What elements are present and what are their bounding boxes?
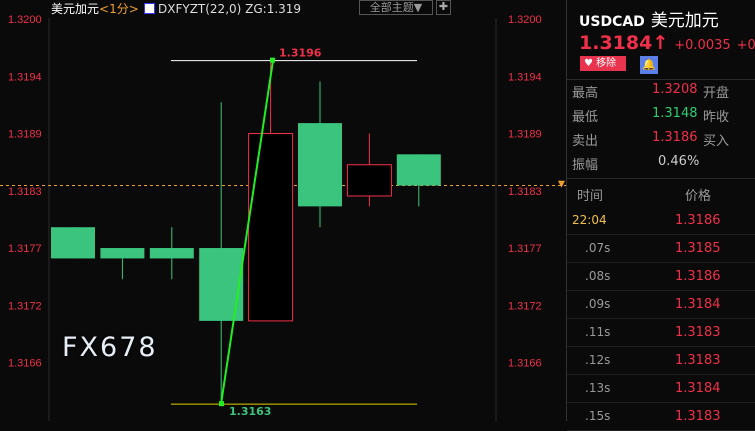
chart-canvas[interactable]: 1.3200 1.3200 1.3194 1.3194 1.3189 1.3189 1.31… (0, 0, 566, 421)
change: +0.0035 (674, 38, 731, 53)
tick-time: .12s (585, 353, 611, 367)
high-label: 1.3196 (279, 47, 322, 60)
candle-body (396, 154, 441, 186)
stat-value: 1.3186 (652, 130, 698, 145)
candle-body (346, 164, 392, 197)
tick-time: 22:04 (572, 213, 607, 227)
candlestick-chart[interactable]: 1.3200 1.3200 1.3194 1.3194 1.3189 1.3189 1.31… (0, 0, 566, 421)
crosshair-icon[interactable]: ✚ (436, 0, 451, 15)
tick-row: .07s 1.3185 (567, 235, 755, 263)
tick-row: .15s 1.3183 (567, 403, 755, 431)
bell-icon[interactable]: 🔔 (640, 56, 658, 74)
stat-value: 0.46% (658, 154, 700, 169)
y-tick-label-right: 1.3189 (508, 129, 542, 141)
period-selector[interactable]: <1分> (99, 2, 139, 16)
tick-row: 22:04 1.3186 (567, 207, 755, 235)
divider (567, 79, 755, 80)
up-arrow-icon: ↑ (652, 32, 669, 54)
y-tick-label-right: 1.3183 (508, 186, 542, 198)
tick-price: 1.3183 (675, 409, 721, 424)
price-header: 价格 (685, 189, 712, 204)
tick-time: .11s (585, 325, 611, 339)
last-price: 1.3184↑+0.0035+0.2 (579, 32, 755, 54)
tick-time: .09s (585, 297, 611, 311)
y-tick-label-right: 1.3172 (508, 300, 542, 312)
stat-label: 最高 (572, 86, 599, 101)
watermark-logo: FX678 (62, 332, 158, 363)
y-tick-label-right: 1.3200 (508, 14, 542, 26)
tick-row: .08s 1.3186 (567, 263, 755, 291)
stat-value: 1.3148 (652, 106, 698, 121)
candle-body (199, 248, 244, 321)
candle-body (100, 248, 145, 259)
stat-label-2: 开盘 (703, 86, 730, 101)
symbol: USDCAD 美元加元 (579, 11, 719, 31)
stat-label: 最低 (572, 110, 599, 125)
candle-body (298, 123, 342, 207)
divider (567, 178, 755, 179)
y-tick-label-left: 1.3194 (8, 71, 42, 83)
stat-label-2: 昨收 (703, 110, 730, 125)
indicator-label[interactable]: DXFYZT(22,0) ZG:1.319 (144, 1, 301, 17)
tick-row: .13s 1.3184 (567, 375, 755, 403)
time-header: 时间 (577, 189, 604, 204)
y-tick-label-right: 1.3166 (508, 358, 542, 370)
tick-price: 1.3184 (675, 381, 721, 396)
tick-time: .08s (585, 269, 611, 283)
heart-icon: ♥ (584, 58, 597, 69)
y-tick-label-right: 1.3194 (508, 71, 542, 83)
y-tick-label-left: 1.3172 (8, 300, 42, 312)
theme-dropdown[interactable]: 全部主题▼ (359, 0, 433, 15)
remove-favorite-button[interactable]: ♥ 移除 (580, 56, 626, 71)
tick-time: .07s (585, 241, 611, 255)
stat-row: 振幅 0.46% (572, 154, 699, 173)
last-price-marker-icon: ▼ (558, 180, 565, 190)
stat-label-2: 买入 (703, 134, 730, 149)
stat-row: 最低 1.3148 昨收 (572, 106, 729, 125)
y-tick-label-left: 1.3189 (8, 129, 42, 141)
stat-row: 卖出 1.3186 买入 (572, 130, 729, 149)
stat-label: 振幅 (572, 158, 599, 173)
chart-title: 美元加元<1分> (51, 2, 139, 16)
stat-label: 卖出 (572, 134, 599, 149)
zigzag-line (220, 60, 274, 405)
tick-time: .15s (585, 409, 611, 423)
tick-price: 1.3183 (675, 325, 721, 340)
zigzag-point (219, 401, 224, 407)
indicator-text: DXFYZT(22,0) ZG:1.319 (158, 2, 302, 16)
tick-row: .09s 1.3184 (567, 291, 755, 319)
candle-body (149, 248, 194, 259)
tick-price: 1.3186 (675, 213, 721, 228)
stat-value: 1.3208 (652, 82, 698, 97)
indicator-chart-icon (144, 3, 155, 14)
tick-row: .11s 1.3183 (567, 319, 755, 347)
tick-price: 1.3186 (675, 269, 721, 284)
change-pct: +0.2 (736, 38, 755, 53)
tick-time: .13s (585, 381, 611, 395)
y-tick-label-left: 1.3166 (8, 358, 42, 370)
tick-price: 1.3185 (675, 241, 721, 256)
tick-row: .12s 1.3183 (567, 347, 755, 375)
remove-label: 移除 (596, 58, 617, 69)
y-tick-label-left: 1.3177 (8, 243, 42, 255)
y-tick-label-right: 1.3177 (508, 243, 542, 255)
tick-price: 1.3183 (675, 353, 721, 368)
zigzag-point (270, 57, 275, 63)
low-label: 1.3163 (229, 405, 271, 418)
tick-price: 1.3184 (675, 297, 721, 312)
candle-body (51, 227, 95, 259)
y-tick-label-left: 1.3183 (8, 186, 42, 198)
y-tick-label-left: 1.3200 (8, 14, 42, 26)
candle-body (248, 133, 294, 322)
stat-row: 最高 1.3208 开盘 (572, 82, 729, 101)
symbol-name: 美元加元 (650, 11, 719, 31)
